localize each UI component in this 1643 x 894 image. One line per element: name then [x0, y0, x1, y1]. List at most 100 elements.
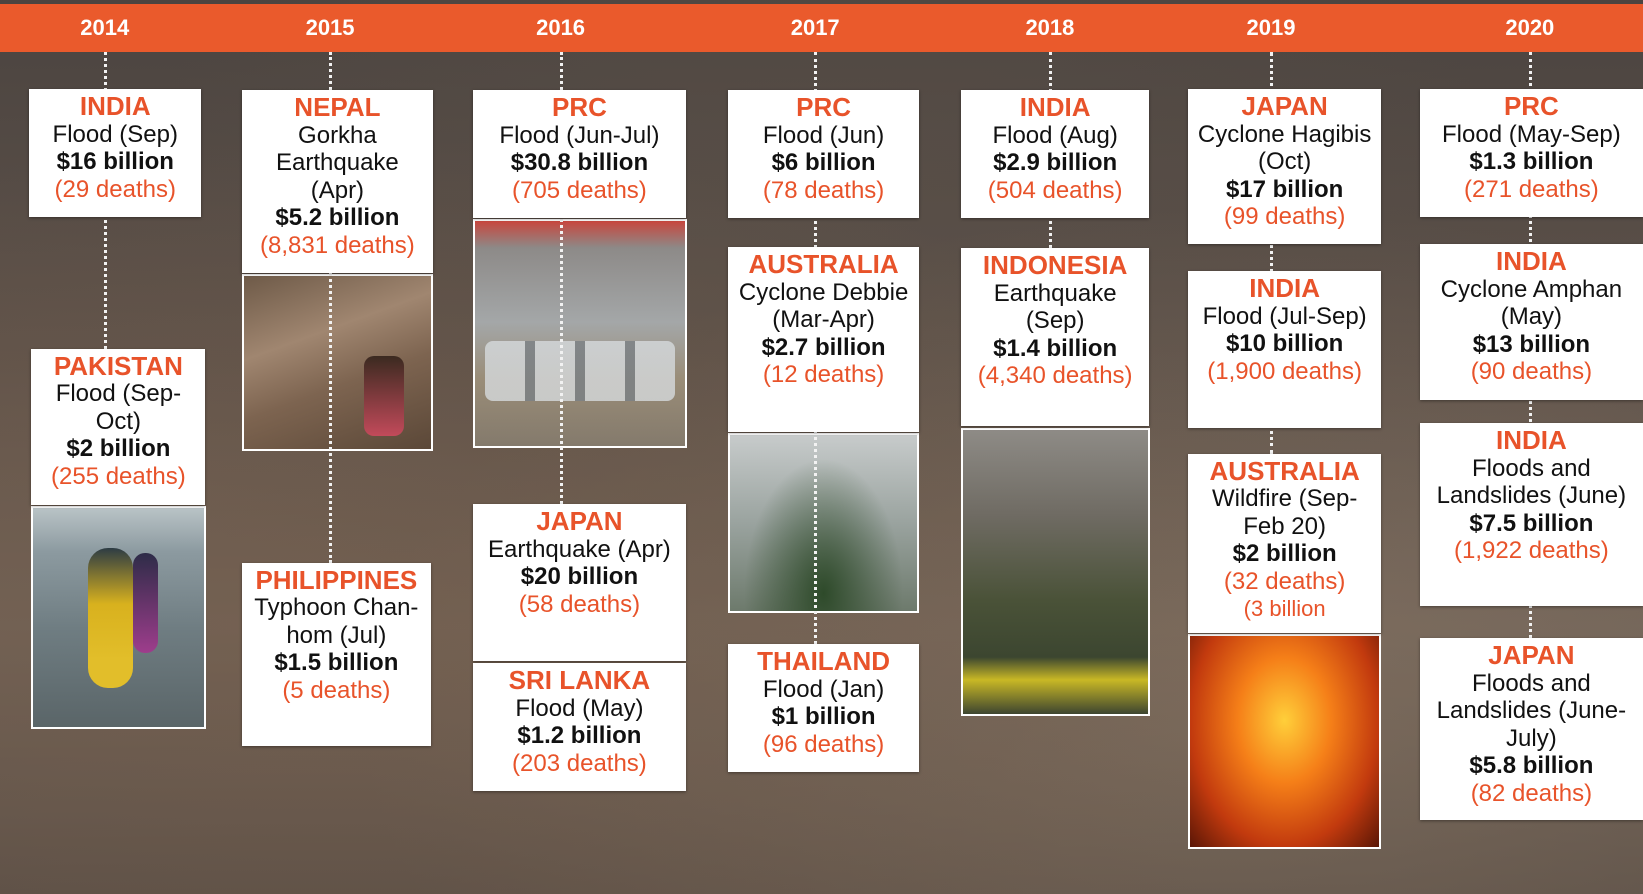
cost: $20 billion — [520, 563, 639, 590]
event: Flood (Jun) — [762, 121, 885, 149]
year-label: 2016 — [536, 15, 586, 40]
country: PHILIPPINES — [255, 564, 418, 595]
country: PRC — [796, 92, 852, 123]
country: JAPAN — [1488, 640, 1575, 671]
photo — [1188, 634, 1381, 849]
event: Flood (Jul-Sep) — [1202, 302, 1367, 330]
connector — [559, 52, 563, 504]
photo — [242, 274, 433, 451]
event-card: PRC Flood (Jun-Jul) $30.8 billion (705 deat… — [472, 90, 687, 218]
photo — [473, 219, 687, 448]
cost: $6 billion — [771, 149, 876, 177]
country: AUSTRALIA — [1209, 455, 1360, 486]
cost: $5.8 billion — [1469, 752, 1594, 780]
deaths: (705 deaths) — [512, 176, 647, 204]
photo — [728, 433, 919, 613]
deaths: (8,831 deaths) — [260, 231, 415, 259]
photo — [961, 428, 1150, 716]
year-label: 2018 — [1025, 15, 1075, 40]
event-card: INDIA Flood (Jul-Sep) $10 billion (1,900 de… — [1188, 271, 1382, 428]
deaths: (271 deaths) — [1464, 175, 1599, 203]
year-label: 2015 — [305, 15, 355, 40]
event: Floods and Landslides (June-July) — [1436, 669, 1627, 752]
deaths: (58 deaths) — [518, 590, 641, 618]
event-card: PHILIPPINES Typhoon Chan-hom (Jul) $1.5 bi… — [242, 562, 431, 747]
event-card: SRI LANKA Flood (May) $1.2 billion (203 dea… — [472, 663, 687, 792]
cost: $2.7 billion — [761, 333, 886, 361]
event-card: INDIA Floods and Landslides (June) $7.5 bi… — [1419, 423, 1643, 606]
cost: $17 billion — [1225, 175, 1344, 203]
deaths: (99 deaths) — [1223, 203, 1346, 231]
connector — [1270, 52, 1274, 454]
deaths: (82 deaths) — [1470, 779, 1593, 807]
country: INDIA — [1496, 246, 1567, 277]
country: JAPAN — [1241, 91, 1328, 122]
event-card: JAPAN Cyclone Hagibis (Oct) $17 billion (99… — [1188, 89, 1382, 245]
event-card: PRC Flood (Jun) $6 billion (78 deaths) — [728, 90, 919, 218]
deaths: (203 deaths) — [512, 749, 647, 777]
cost: $5.2 billion — [275, 204, 400, 232]
country: SRI LANKA — [508, 665, 651, 696]
country: INDIA — [1249, 273, 1321, 304]
cost: $1.3 billion — [1469, 148, 1594, 176]
event-card: INDIA Flood (Aug) $2.9 billion (504 deaths) — [960, 90, 1150, 218]
cost: $16 billion — [56, 148, 174, 176]
country: AUSTRALIA — [748, 249, 899, 280]
event-card: NEPAL Gorkha Earthquake (Apr) $5.2 billion… — [242, 90, 433, 274]
connector — [329, 52, 333, 563]
cost: $1.2 billion — [517, 722, 642, 750]
cost: $2 billion — [66, 435, 171, 463]
event-card: AUSTRALIA Cyclone Debbie (Mar-Apr) $2.7 bi… — [728, 247, 919, 432]
event-card: PAKISTAN Flood (Sep-Oct) $2 billion (255 de… — [31, 348, 206, 506]
event-card: PRC Flood (May-Sep) $1.3 billion (271 death… — [1419, 89, 1643, 217]
country: PRC — [551, 92, 607, 123]
deaths: (12 deaths) — [762, 361, 885, 389]
cost: $30.8 billion — [510, 149, 649, 177]
year-label: 2020 — [1505, 15, 1555, 40]
cost: $2.9 billion — [993, 149, 1118, 177]
deaths: (4,340 deaths) — [977, 362, 1133, 390]
event-card: THAILAND Flood (Jan) $1 billion (96 deaths) — [728, 644, 919, 773]
deaths: (96 deaths) — [762, 730, 885, 758]
event: Flood (May-Sep) — [1442, 120, 1621, 148]
event-card: AUSTRALIA Wildfire (Sep-Feb 20) $2 billion… — [1188, 453, 1382, 633]
event: Cyclone Hagibis (Oct) — [1197, 120, 1372, 176]
event-card: JAPAN Earthquake (Apr) $20 billion (58 deat… — [472, 504, 687, 662]
country: INDIA — [1496, 425, 1567, 456]
event: Flood (Jun-Jul) — [499, 121, 660, 149]
cost: $2 billion — [1232, 540, 1337, 568]
cost: $10 billion — [1225, 330, 1344, 358]
deaths: (90 deaths) — [1470, 358, 1593, 386]
year-bar — [0, 4, 1643, 52]
deaths: (1,922 deaths) — [1454, 537, 1609, 565]
event: Earthquake (Sep) — [993, 279, 1117, 335]
event: Flood (Aug) — [992, 121, 1118, 149]
event: Earthquake (Apr) — [488, 535, 671, 563]
event: Floods and Landslides (June) — [1436, 454, 1627, 510]
year-label: 2017 — [790, 15, 840, 40]
deaths: (1,900 deaths) — [1207, 357, 1363, 385]
note: (3 billion — [1243, 596, 1326, 622]
deaths: (5 deaths) — [282, 676, 391, 704]
cost: $1.5 billion — [274, 649, 399, 677]
cost: $13 billion — [1472, 330, 1591, 358]
year-label: 2019 — [1246, 15, 1296, 40]
deaths: (255 deaths) — [51, 462, 186, 490]
event: Cyclone Debbie (Mar-Apr) — [738, 278, 909, 334]
cost: $7.5 billion — [1469, 509, 1594, 537]
deaths: (29 deaths) — [54, 175, 176, 203]
country: INDIA — [1019, 92, 1091, 123]
event: Flood (May) — [515, 694, 644, 722]
country: JAPAN — [536, 506, 623, 536]
country: INDIA — [79, 91, 151, 122]
country: PRC — [1503, 91, 1559, 122]
deaths: (78 deaths) — [762, 176, 885, 204]
cost: $1 billion — [771, 703, 876, 731]
country: INDONESIA — [982, 250, 1128, 281]
event: Gorkha Earthquake (Apr) — [276, 121, 399, 204]
country: NEPAL — [294, 92, 381, 123]
event-card: INDIA Cyclone Amphan (May) $13 billion (90 … — [1419, 244, 1643, 401]
photo — [31, 506, 206, 729]
deaths: (32 deaths) — [1223, 567, 1346, 595]
